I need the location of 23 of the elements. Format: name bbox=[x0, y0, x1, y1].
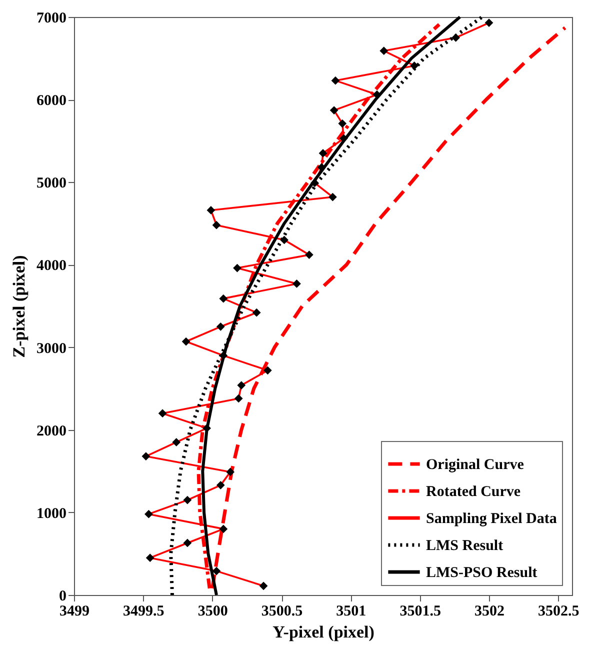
y-tick-label: 7000 bbox=[36, 10, 66, 26]
y-tick-label: 1000 bbox=[36, 506, 66, 522]
y-tick-label: 2000 bbox=[36, 423, 66, 440]
x-tick-label: 3501 bbox=[336, 604, 366, 620]
y-tick-label: 0 bbox=[59, 588, 66, 604]
x-tick-label: 3502 bbox=[474, 604, 504, 620]
x-tick-label: 3500.5 bbox=[261, 604, 303, 620]
x-tick-label: 3500 bbox=[198, 604, 228, 620]
x-tick-label: 3499.5 bbox=[123, 604, 164, 620]
y-tick-label: 6000 bbox=[36, 93, 66, 110]
legend-label: LMS Result bbox=[426, 538, 504, 554]
y-tick-label: 3000 bbox=[36, 340, 66, 357]
x-tick-label: 3499 bbox=[60, 604, 90, 620]
x-tick-label: 3501.5 bbox=[400, 604, 441, 620]
y-axis-title: Z-pixel (pixel) bbox=[10, 255, 28, 358]
legend-label: Original Curve bbox=[426, 457, 524, 473]
legend-label: Rotated Curve bbox=[426, 484, 521, 500]
x-tick-label: 3502.5 bbox=[538, 604, 580, 620]
legend-label: Sampling Pixel Data bbox=[426, 511, 558, 527]
legend-label: LMS-PSO Result bbox=[426, 565, 538, 581]
y-tick-label: 5000 bbox=[36, 176, 66, 192]
x-axis-title: Y-pixel (pixel) bbox=[272, 622, 374, 642]
y-tick-label: 4000 bbox=[36, 258, 66, 274]
